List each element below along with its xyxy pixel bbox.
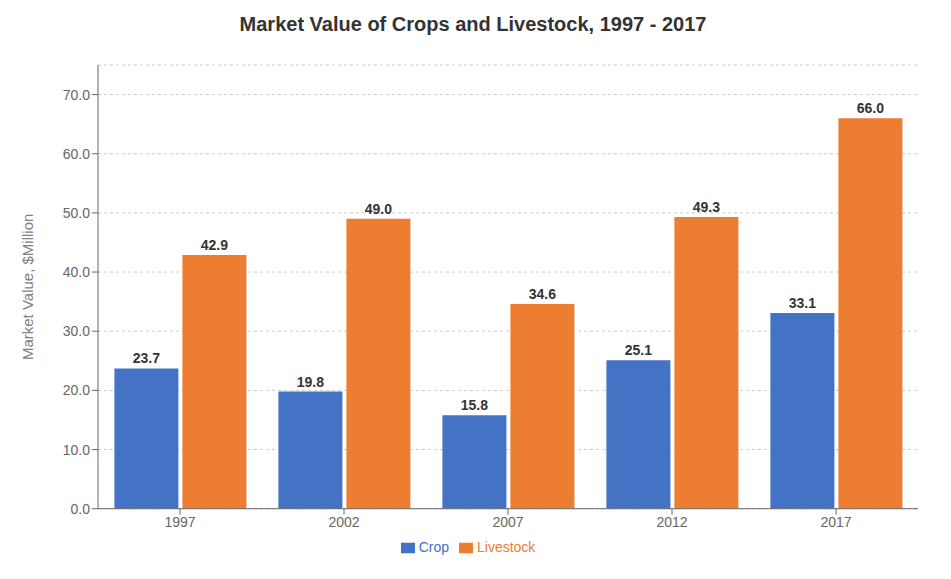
svg-text:2002: 2002 xyxy=(328,514,359,530)
svg-text:2017: 2017 xyxy=(820,514,851,530)
svg-text:23.7: 23.7 xyxy=(133,350,160,366)
svg-text:2007: 2007 xyxy=(492,514,523,530)
svg-text:0.0: 0.0 xyxy=(71,501,91,517)
svg-text:50.0: 50.0 xyxy=(63,205,90,221)
svg-text:2012: 2012 xyxy=(656,514,687,530)
svg-text:Market Value, $Million: Market Value, $Million xyxy=(19,214,36,360)
svg-text:34.6: 34.6 xyxy=(529,286,556,302)
svg-text:42.9: 42.9 xyxy=(201,237,228,253)
svg-text:60.0: 60.0 xyxy=(63,146,90,162)
svg-text:40.0: 40.0 xyxy=(63,264,90,280)
svg-text:70.0: 70.0 xyxy=(63,87,90,103)
svg-text:20.0: 20.0 xyxy=(63,382,90,398)
svg-text:19.8: 19.8 xyxy=(297,374,324,390)
svg-text:49.3: 49.3 xyxy=(693,199,720,215)
svg-text:15.8: 15.8 xyxy=(461,397,488,413)
html-text:Livestock: Livestock xyxy=(477,538,536,555)
html-text:Crop: Crop xyxy=(418,538,449,555)
svg-text:49.0: 49.0 xyxy=(365,201,392,217)
svg-text:10.0: 10.0 xyxy=(63,442,90,458)
svg-text:66.0: 66.0 xyxy=(857,100,884,116)
html-text:Market Value of Crops and Live: Market Value of Crops and Livestock, 199… xyxy=(239,13,707,35)
svg-text:1997: 1997 xyxy=(164,514,195,530)
svg-text:33.1: 33.1 xyxy=(789,295,816,311)
svg-text:25.1: 25.1 xyxy=(625,342,652,358)
svg-text:30.0: 30.0 xyxy=(63,323,90,339)
